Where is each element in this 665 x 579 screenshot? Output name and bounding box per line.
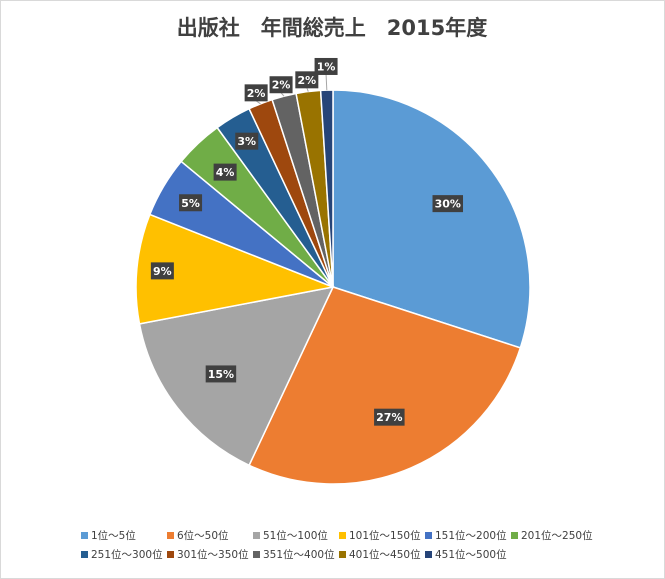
legend-label-7: 251位～300位 bbox=[91, 548, 163, 561]
data-label-box-1 bbox=[432, 195, 464, 213]
data-label-box-6 bbox=[213, 163, 237, 181]
data-label-box-2 bbox=[374, 408, 405, 426]
chart-title: 出版社 年間総売上 2015年度 bbox=[177, 16, 487, 40]
data-label-10: 2% bbox=[297, 74, 316, 87]
pie-slices bbox=[135, 89, 531, 485]
legend-label-10: 401位～450位 bbox=[349, 548, 421, 561]
pie-slice-3 bbox=[138, 285, 335, 467]
pie-slice-1 bbox=[332, 89, 531, 349]
data-label-box-4 bbox=[150, 262, 174, 280]
leader-line-10 bbox=[306, 87, 309, 92]
legend-swatch-3 bbox=[253, 532, 260, 539]
data-label-6: 4% bbox=[216, 166, 235, 179]
data-label-box-7 bbox=[235, 132, 259, 150]
data-label-7: 3% bbox=[237, 135, 256, 148]
legend-swatch-7 bbox=[81, 551, 88, 558]
data-label-2: 27% bbox=[376, 411, 402, 424]
legend-label-4: 101位～150位 bbox=[349, 529, 421, 542]
pie-slice-2 bbox=[248, 286, 522, 485]
leader-line-11 bbox=[325, 74, 328, 91]
legend-label-9: 351位～400位 bbox=[263, 548, 335, 561]
legend-label-8: 301位～350位 bbox=[177, 548, 249, 561]
data-labels: 30%27%15%9%5%4%3%2%2% 2%1% bbox=[150, 57, 464, 426]
legend-label-6: 201位～250位 bbox=[521, 529, 593, 542]
data-label-box-11 bbox=[314, 57, 338, 75]
legend: 1位～5位 6位～50位 51位～100位 101位～150位 151位～200位 201… bbox=[81, 529, 593, 561]
data-label-9: 2% bbox=[272, 79, 291, 92]
data-label-box-9 bbox=[269, 76, 293, 94]
legend-label-5: 151位～200位 bbox=[435, 529, 507, 542]
legend-swatch-2 bbox=[167, 532, 174, 539]
legend-label-1: 1位～5位 bbox=[91, 529, 136, 542]
data-label-1: 30% bbox=[435, 198, 461, 211]
legend-swatch-4 bbox=[339, 532, 346, 539]
leader-line-9 bbox=[280, 92, 285, 97]
legend-swatch-10 bbox=[339, 551, 346, 558]
data-label-box-8 bbox=[244, 84, 268, 102]
pie-slice-4 bbox=[135, 213, 336, 325]
data-label-box-3 bbox=[205, 365, 237, 383]
legend-label-3: 51位～100位 bbox=[263, 529, 328, 542]
legend-swatch-5 bbox=[425, 532, 432, 539]
legend-swatch-6 bbox=[511, 532, 518, 539]
data-label-box-5 bbox=[179, 194, 203, 212]
data-label-3: 15% bbox=[208, 368, 234, 381]
legend-label-11: 451位～500位 bbox=[435, 548, 507, 561]
legend-swatch-11 bbox=[425, 551, 432, 558]
data-label-5: 5% bbox=[181, 197, 200, 210]
data-label-box-10 bbox=[295, 71, 319, 89]
data-label-4: 9% bbox=[153, 265, 172, 278]
data-label-8: 2% bbox=[247, 87, 266, 100]
data-label-11: 1% bbox=[317, 60, 336, 73]
legend-swatch-8 bbox=[167, 551, 174, 558]
legend-swatch-9 bbox=[253, 551, 260, 558]
legend-swatch-1 bbox=[81, 532, 88, 539]
legend-label-2: 6位～50位 bbox=[177, 529, 229, 542]
